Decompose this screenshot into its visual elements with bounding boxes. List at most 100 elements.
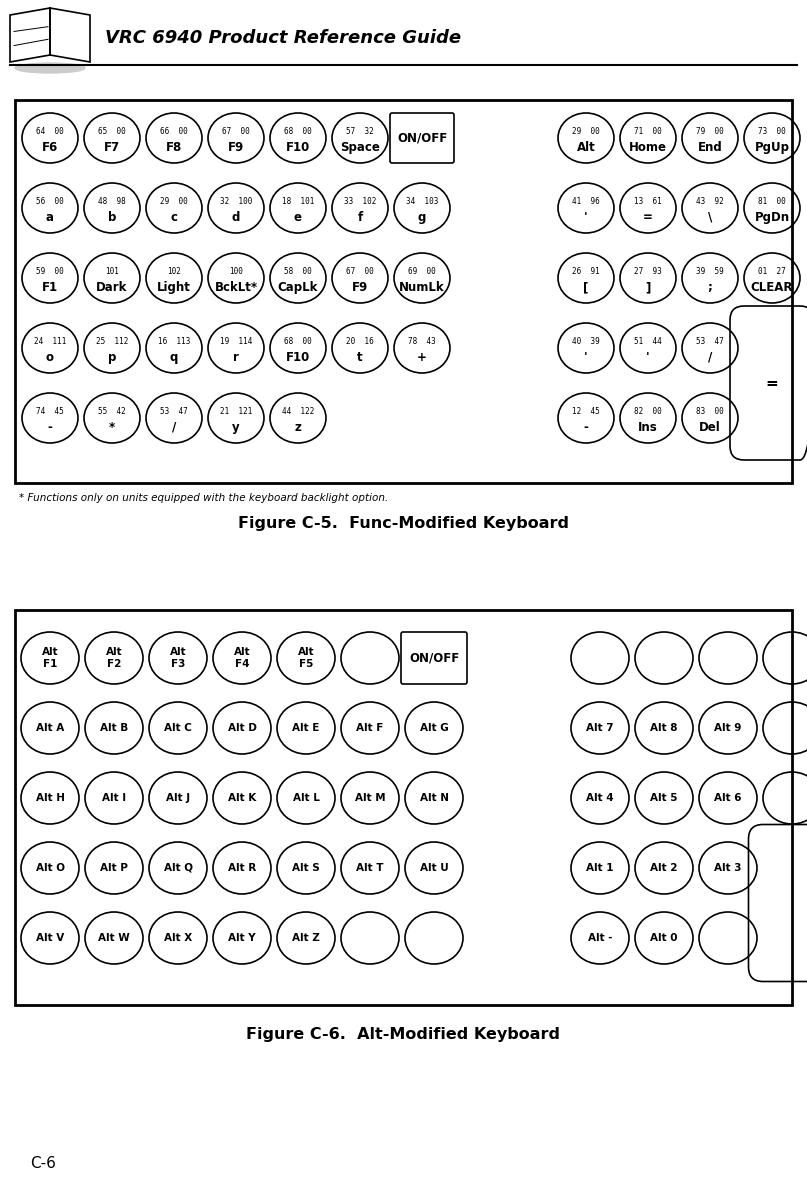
Text: 12  45: 12 45 [572,406,600,415]
Text: 29  00: 29 00 [572,126,600,135]
Text: 56  00: 56 00 [36,197,64,206]
Text: 32  100: 32 100 [220,197,252,206]
Text: CLEAR: CLEAR [751,281,793,294]
Text: Alt I: Alt I [102,793,126,803]
Text: Alt D: Alt D [228,723,257,733]
Text: 74  45: 74 45 [36,406,64,415]
Text: Home: Home [629,141,667,154]
Text: ]: ] [646,281,650,294]
Text: PgUp: PgUp [755,141,789,154]
Text: Alt -: Alt - [587,933,613,943]
Text: 51  44: 51 44 [634,337,662,346]
Text: Alt W: Alt W [98,933,130,943]
Text: 57  32: 57 32 [346,126,374,135]
Text: Alt 8: Alt 8 [650,723,678,733]
Text: Alt 9: Alt 9 [714,723,742,733]
Text: ON/OFF: ON/OFF [409,652,459,665]
Text: ;: ; [708,281,713,294]
Text: Alt U: Alt U [420,863,449,873]
Text: 16  113: 16 113 [158,337,190,346]
Text: Alt G: Alt G [420,723,449,733]
Text: Alt Q: Alt Q [164,863,193,873]
Text: /: / [172,421,176,434]
Text: Light: Light [157,281,191,294]
Text: 59  00: 59 00 [36,266,64,275]
Text: 100: 100 [229,266,243,275]
Text: Alt 0: Alt 0 [650,933,678,943]
Text: PgDn: PgDn [755,211,789,224]
Text: Alt: Alt [577,141,596,154]
Text: 82  00: 82 00 [634,406,662,415]
Text: Alt X: Alt X [164,933,192,943]
Text: Alt
F5: Alt F5 [298,647,314,669]
Text: Space: Space [340,141,380,154]
Text: Alt K: Alt K [228,793,256,803]
Text: g: g [418,211,426,224]
Text: 69  00: 69 00 [408,266,436,275]
Text: 66  00: 66 00 [160,126,188,135]
Text: 40  39: 40 39 [572,337,600,346]
Text: c: c [170,211,178,224]
Text: 53  47: 53 47 [160,406,188,415]
Text: 25  112: 25 112 [96,337,128,346]
Text: Alt Z: Alt Z [292,933,320,943]
Text: Alt
F4: Alt F4 [234,647,250,669]
Text: 67  00: 67 00 [222,126,250,135]
Text: F10: F10 [286,351,310,364]
Text: -: - [583,421,588,434]
Text: 29  00: 29 00 [160,197,188,206]
Text: C-6: C-6 [30,1156,56,1170]
Text: t: t [358,351,363,364]
Text: 83  00: 83 00 [696,406,724,415]
Text: CapLk: CapLk [278,281,318,294]
Text: Alt L: Alt L [293,793,320,803]
Text: 79  00: 79 00 [696,126,724,135]
Text: 44  122: 44 122 [282,406,314,415]
Text: Alt B: Alt B [100,723,128,733]
Text: 78  43: 78 43 [408,337,436,346]
Text: Alt T: Alt T [356,863,384,873]
Text: 13  61: 13 61 [634,197,662,206]
Text: ON/OFF: ON/OFF [397,132,447,145]
Text: z: z [295,421,302,434]
Text: Alt 4: Alt 4 [586,793,614,803]
Text: 102: 102 [167,266,181,275]
Text: Alt
F3: Alt F3 [169,647,186,669]
Text: b: b [108,211,116,224]
Text: Alt V: Alt V [36,933,64,943]
Text: F1: F1 [42,281,58,294]
Text: [: [ [583,281,588,294]
Text: y: y [232,421,240,434]
Ellipse shape [15,64,85,73]
Text: Alt
F2: Alt F2 [106,647,123,669]
Text: ': ' [646,351,650,364]
Text: Alt
F1: Alt F1 [42,647,58,669]
Text: 01  27: 01 27 [758,266,786,275]
Text: Alt 3: Alt 3 [714,863,742,873]
Text: 39  59: 39 59 [696,266,724,275]
Text: o: o [46,351,54,364]
Text: 55  42: 55 42 [98,406,126,415]
Text: Alt S: Alt S [292,863,320,873]
Text: \: \ [708,211,712,224]
Text: Figure C-5.  Func-Modified Keyboard: Figure C-5. Func-Modified Keyboard [238,516,569,531]
Text: a: a [46,211,54,224]
Text: 58  00: 58 00 [284,266,312,275]
Text: Alt O: Alt O [36,863,65,873]
Text: *: * [109,421,115,434]
Text: 48  98: 48 98 [98,197,126,206]
Text: Alt C: Alt C [164,723,192,733]
Text: NumLk: NumLk [399,281,445,294]
Text: =: = [766,375,779,391]
Text: 18  101: 18 101 [282,197,314,206]
Text: 68  00: 68 00 [284,126,312,135]
Text: 24  111: 24 111 [34,337,66,346]
Text: d: d [232,211,240,224]
Text: Alt Y: Alt Y [228,933,256,943]
Text: 27  93: 27 93 [634,266,662,275]
Text: Alt E: Alt E [292,723,320,733]
Text: 71  00: 71 00 [634,126,662,135]
Text: +: + [417,351,427,364]
Text: Alt 7: Alt 7 [586,723,614,733]
Text: Alt P: Alt P [100,863,128,873]
